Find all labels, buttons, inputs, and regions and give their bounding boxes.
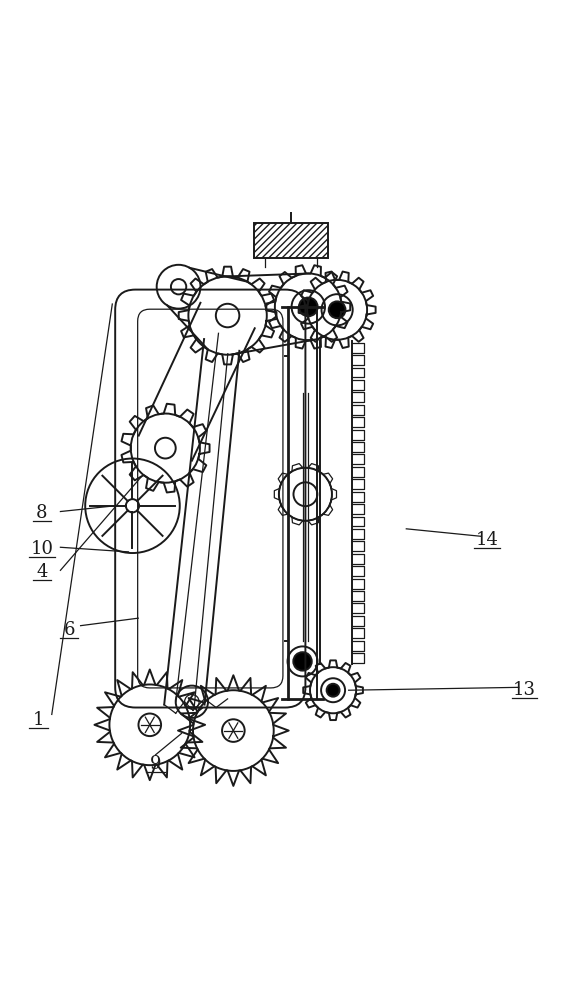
Text: 8: 8: [36, 504, 48, 522]
Text: 1: 1: [33, 711, 44, 729]
Circle shape: [329, 301, 346, 318]
Text: 9: 9: [150, 755, 161, 773]
Circle shape: [293, 652, 312, 671]
Circle shape: [327, 684, 339, 697]
Circle shape: [299, 298, 318, 316]
Bar: [254, 223, 328, 258]
Text: 13: 13: [513, 681, 536, 699]
Text: 6: 6: [63, 621, 75, 639]
Text: 14: 14: [475, 531, 498, 549]
Text: 4: 4: [36, 563, 48, 581]
Text: 10: 10: [30, 540, 54, 558]
